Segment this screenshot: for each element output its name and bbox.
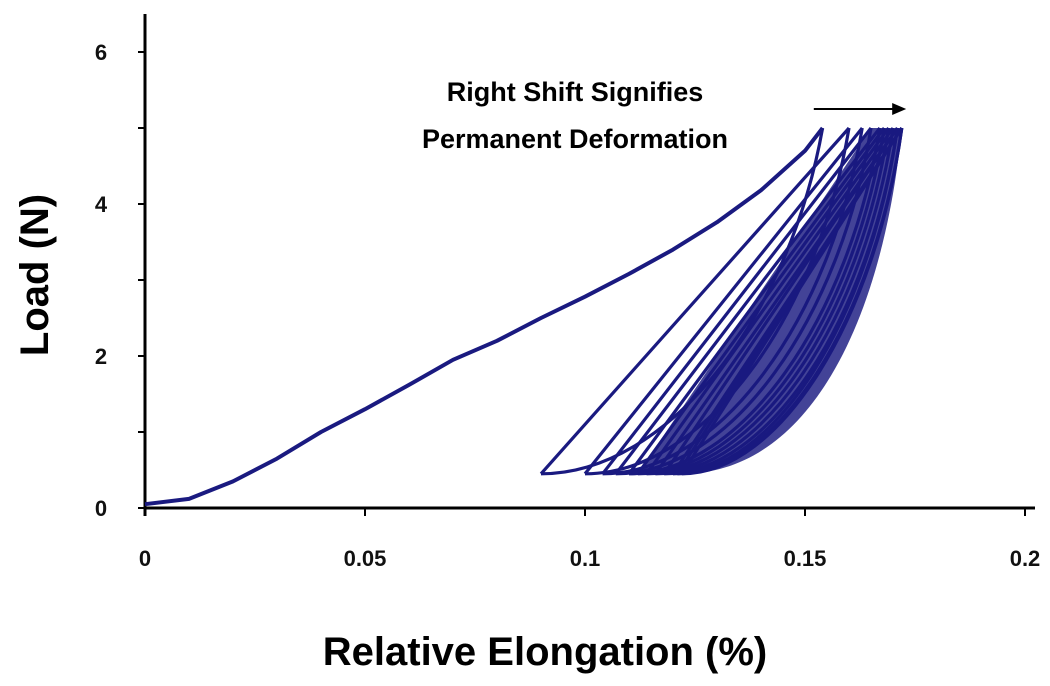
y-tick-label: 2 [95,344,107,369]
x-tick-label: 0.2 [1010,546,1041,571]
reloading-curve [539,126,851,475]
annotation-group: Right Shift Signifies Permanent Deformat… [422,77,907,154]
reloading-curve [601,127,873,475]
y-axis: 0 2 4 6 [95,14,147,521]
x-tick-label: 0 [139,546,151,571]
loading-curve [144,126,825,507]
annotation-line-2: Permanent Deformation [422,124,728,154]
x-tick-label: 0.1 [570,546,601,571]
x-tick-label: 0.05 [344,546,387,571]
series-group [144,126,904,507]
y-tick-label: 4 [95,192,108,217]
annotation-arrow-head [892,103,907,115]
y-axis-title: Load (N) [13,194,57,356]
reloading-curve [583,126,864,475]
annotation-line-1: Right Shift Signifies [447,77,704,107]
x-axis: 0 0.05 0.1 0.15 0.2 [139,506,1041,571]
x-axis-title: Relative Elongation (%) [323,630,768,674]
cycle-band [637,128,902,474]
y-tick-label: 6 [95,40,107,65]
x-tick-label: 0.15 [784,546,827,571]
y-tick-label: 0 [95,496,107,521]
